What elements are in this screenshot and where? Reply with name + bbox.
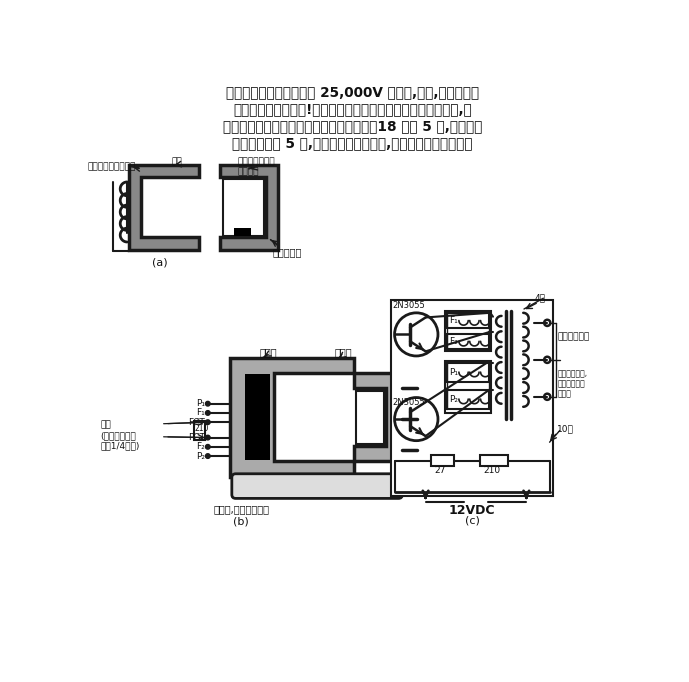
Text: 铁芯: 铁芯 xyxy=(172,158,182,166)
Text: 4极: 4极 xyxy=(534,293,545,303)
Text: FCT: FCT xyxy=(188,417,205,427)
Bar xyxy=(445,310,491,351)
Text: 若可能,其中一根接地: 若可能,其中一根接地 xyxy=(213,504,269,514)
Text: 高压回扫绕组: 高压回扫绕组 xyxy=(557,332,590,341)
Text: 流很小也要十分小心!主要用的元件是废弃电视机的回扫变压器,它: 流很小也要十分小心!主要用的元件是废弃电视机的回扫变压器,它 xyxy=(234,102,472,117)
Text: P₂: P₂ xyxy=(449,395,457,404)
Text: 保留所有的东西
除去电容: 保留所有的东西 除去电容 xyxy=(237,158,275,177)
Text: 中抽
(离开的距离要
小于1/4英寸): 中抽 (离开的距离要 小于1/4英寸) xyxy=(100,421,139,450)
Bar xyxy=(431,456,454,466)
Text: 12VDC: 12VDC xyxy=(449,504,495,517)
Text: F₂: F₂ xyxy=(196,443,205,451)
Text: P₂: P₂ xyxy=(196,451,205,460)
Circle shape xyxy=(205,454,210,458)
Text: 需要做一个新的初级绕组。先在铁芯上用＃18 线绕 5 匹,然后将线: 需要做一个新的初级绕组。先在铁芯上用＃18 线绕 5 匹,然后将线 xyxy=(223,119,482,134)
Circle shape xyxy=(205,445,210,449)
Bar xyxy=(480,456,508,466)
Circle shape xyxy=(205,420,210,424)
Circle shape xyxy=(205,411,210,415)
Text: 新绕组: 新绕组 xyxy=(260,348,277,357)
Text: 高压线: 高压线 xyxy=(334,348,352,357)
Bar xyxy=(445,361,491,413)
Bar xyxy=(446,363,489,382)
Text: 回扫变压器: 回扫变压器 xyxy=(272,248,302,257)
FancyBboxPatch shape xyxy=(232,474,402,499)
Polygon shape xyxy=(353,373,402,462)
Text: P₁: P₁ xyxy=(449,368,457,376)
Bar xyxy=(356,391,384,444)
Text: 27: 27 xyxy=(434,466,446,475)
Polygon shape xyxy=(129,165,198,250)
Polygon shape xyxy=(229,357,353,477)
Text: 这里的特斯拉线圈可产生 25,000V 的电压,因此,即使输出电: 这里的特斯拉线圈可产生 25,000V 的电压,因此,即使输出电 xyxy=(226,86,480,100)
Bar xyxy=(245,374,270,460)
Text: P₁: P₁ xyxy=(196,399,205,409)
Text: 210: 210 xyxy=(484,466,501,475)
Bar xyxy=(194,421,205,440)
Text: 如果要回到地,
使用电压最低
的抽头: 如果要回到地, 使用电压最低 的抽头 xyxy=(557,369,588,399)
Text: PCT: PCT xyxy=(187,433,205,442)
Circle shape xyxy=(205,402,210,406)
Bar xyxy=(446,313,489,328)
Text: (b): (b) xyxy=(234,517,249,527)
Text: (a): (a) xyxy=(152,257,167,267)
Circle shape xyxy=(205,435,210,440)
Bar xyxy=(223,179,265,236)
Text: 2N3055: 2N3055 xyxy=(392,301,425,310)
Text: F₂: F₂ xyxy=(449,337,457,346)
Bar xyxy=(234,228,251,236)
Text: F₁: F₁ xyxy=(449,316,457,325)
Text: 2N3055: 2N3055 xyxy=(392,398,425,407)
Bar xyxy=(446,390,489,409)
Text: 210: 210 xyxy=(194,424,209,434)
Text: 10极: 10极 xyxy=(557,424,574,434)
Bar xyxy=(446,333,489,349)
Text: 扭一个圈再绕 5 匹,绕好后用绵缘带缠好,但要将那个圈露出来。: 扭一个圈再绕 5 匹,绕好后用绵缘带缠好,但要将那个圈露出来。 xyxy=(232,136,473,151)
Text: F₁: F₁ xyxy=(196,409,205,417)
Text: 除去所有的线和绕组: 除去所有的线和绕组 xyxy=(88,162,136,171)
Bar xyxy=(391,300,553,496)
Polygon shape xyxy=(220,165,278,250)
Text: (c): (c) xyxy=(464,516,480,525)
